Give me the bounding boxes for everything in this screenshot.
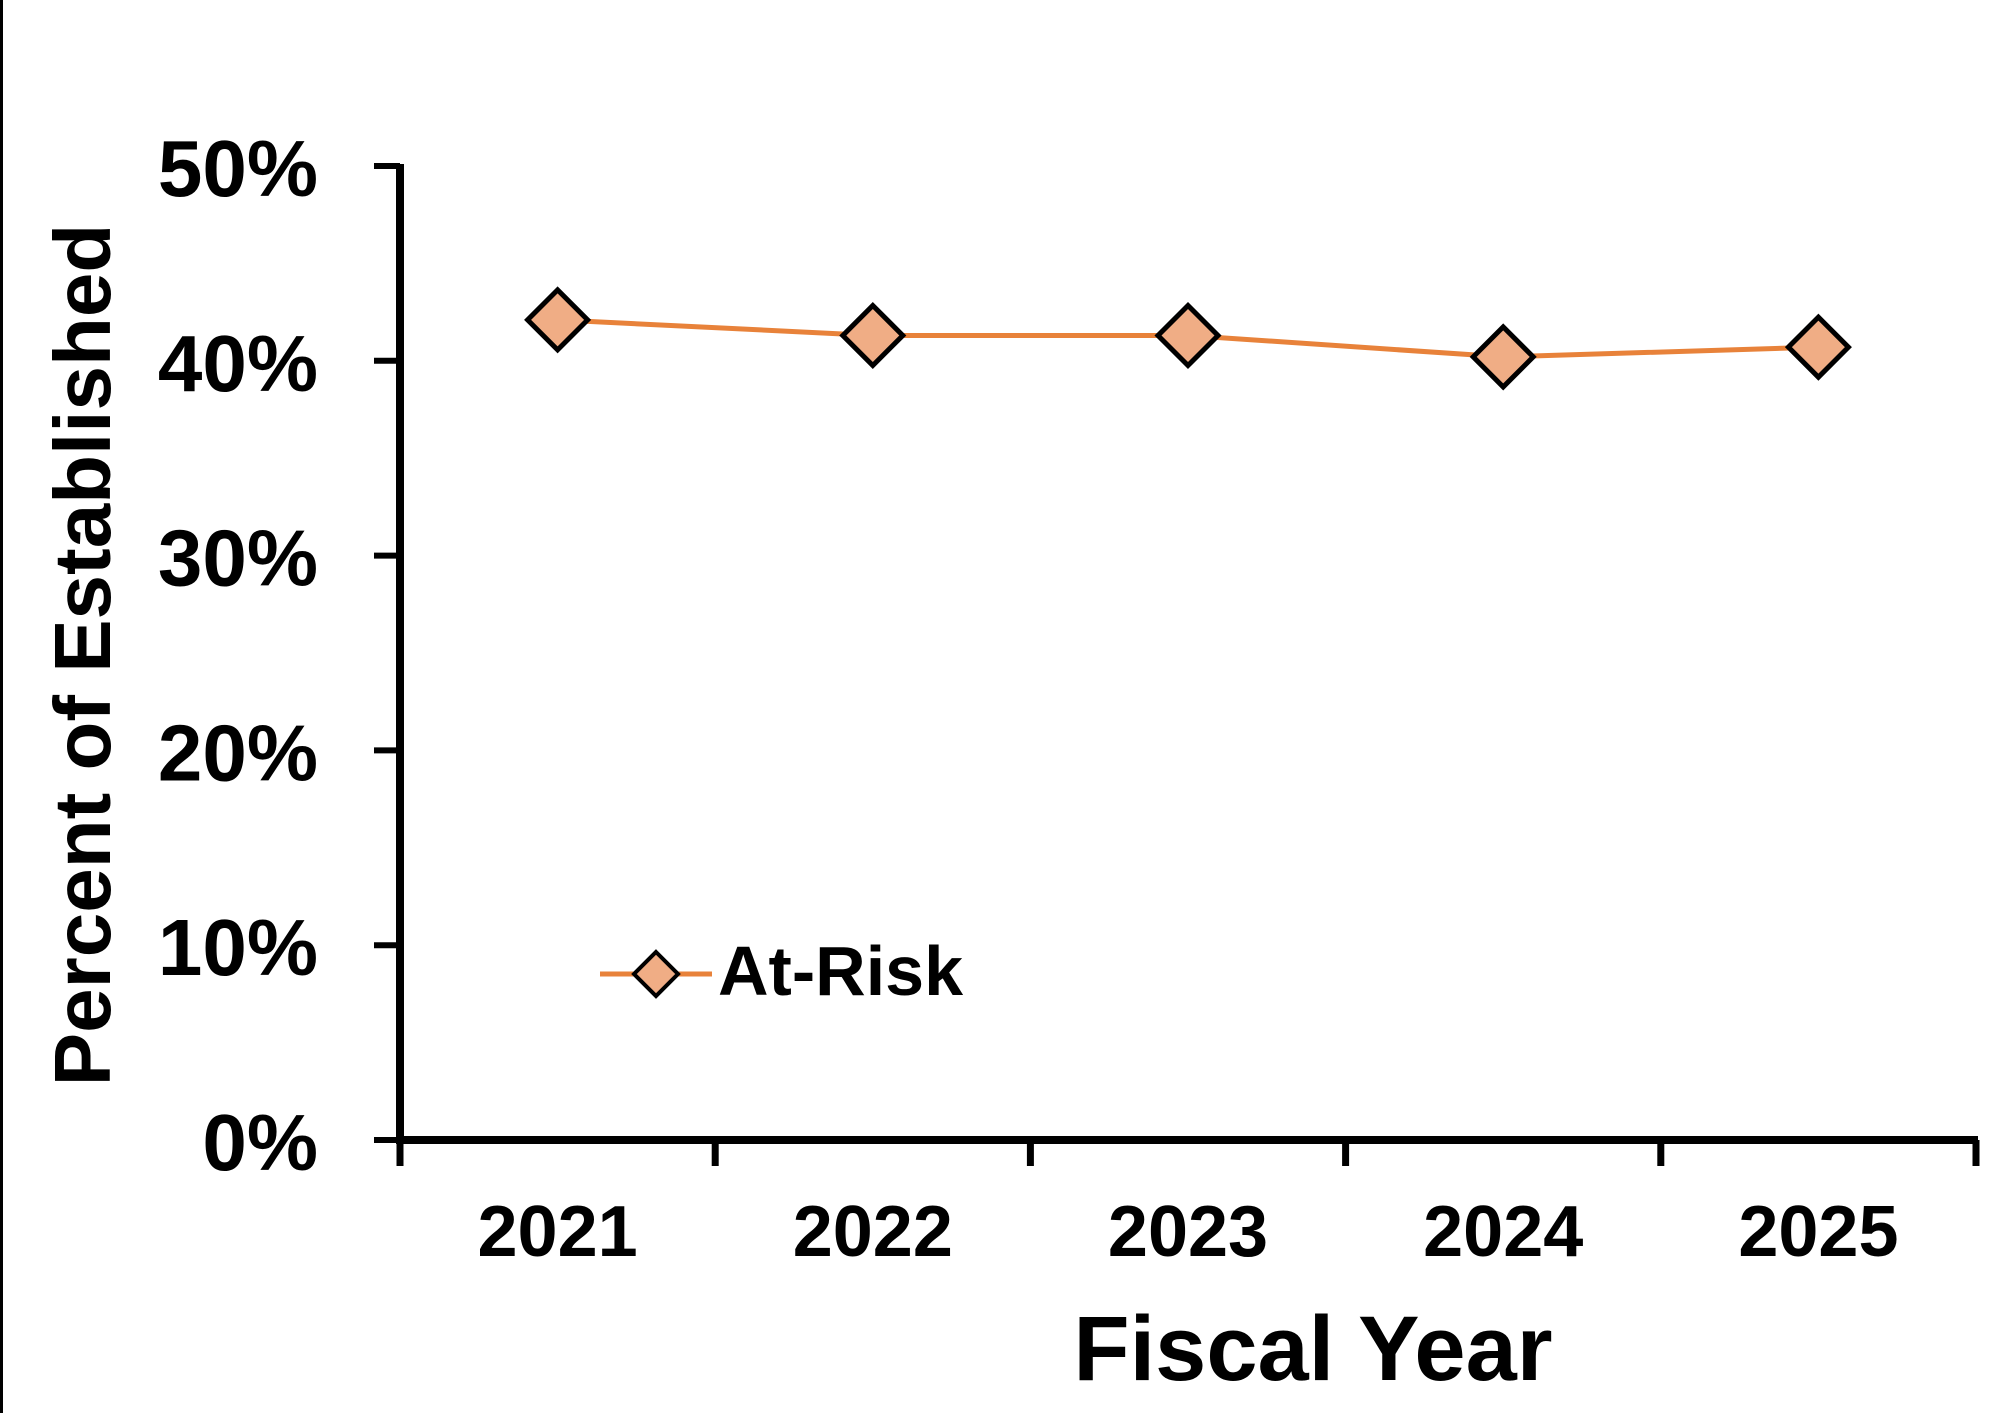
data-point-marker — [839, 301, 907, 370]
y-tick-label: 50% — [158, 124, 318, 213]
x-tick-label: 2024 — [1423, 1192, 1583, 1272]
legend: At-Risk — [600, 932, 963, 1010]
legend-diamond-icon — [631, 949, 681, 999]
x-tick-label: 2021 — [478, 1192, 638, 1272]
data-point-marker — [524, 286, 592, 354]
x-tick-label: 2022 — [793, 1192, 953, 1272]
legend-label: At-Risk — [718, 932, 963, 1010]
x-tick-label: 2025 — [1738, 1192, 1898, 1272]
y-tick-label: 0% — [202, 1098, 318, 1187]
x-axis-label: Fiscal Year — [1073, 1298, 1552, 1400]
y-tick-label: 20% — [158, 708, 318, 797]
data-point-marker — [1154, 301, 1222, 370]
data-point-marker — [1469, 323, 1537, 391]
frame-border — [0, 0, 3, 1413]
y-tick-label: 40% — [158, 319, 318, 408]
y-tick-label: 30% — [158, 514, 318, 603]
y-tick-label: 10% — [158, 903, 318, 992]
y-axis-label: Percent of Established — [38, 224, 127, 1086]
x-tick-label: 2023 — [1108, 1192, 1268, 1272]
data-point-marker — [1784, 313, 1852, 381]
